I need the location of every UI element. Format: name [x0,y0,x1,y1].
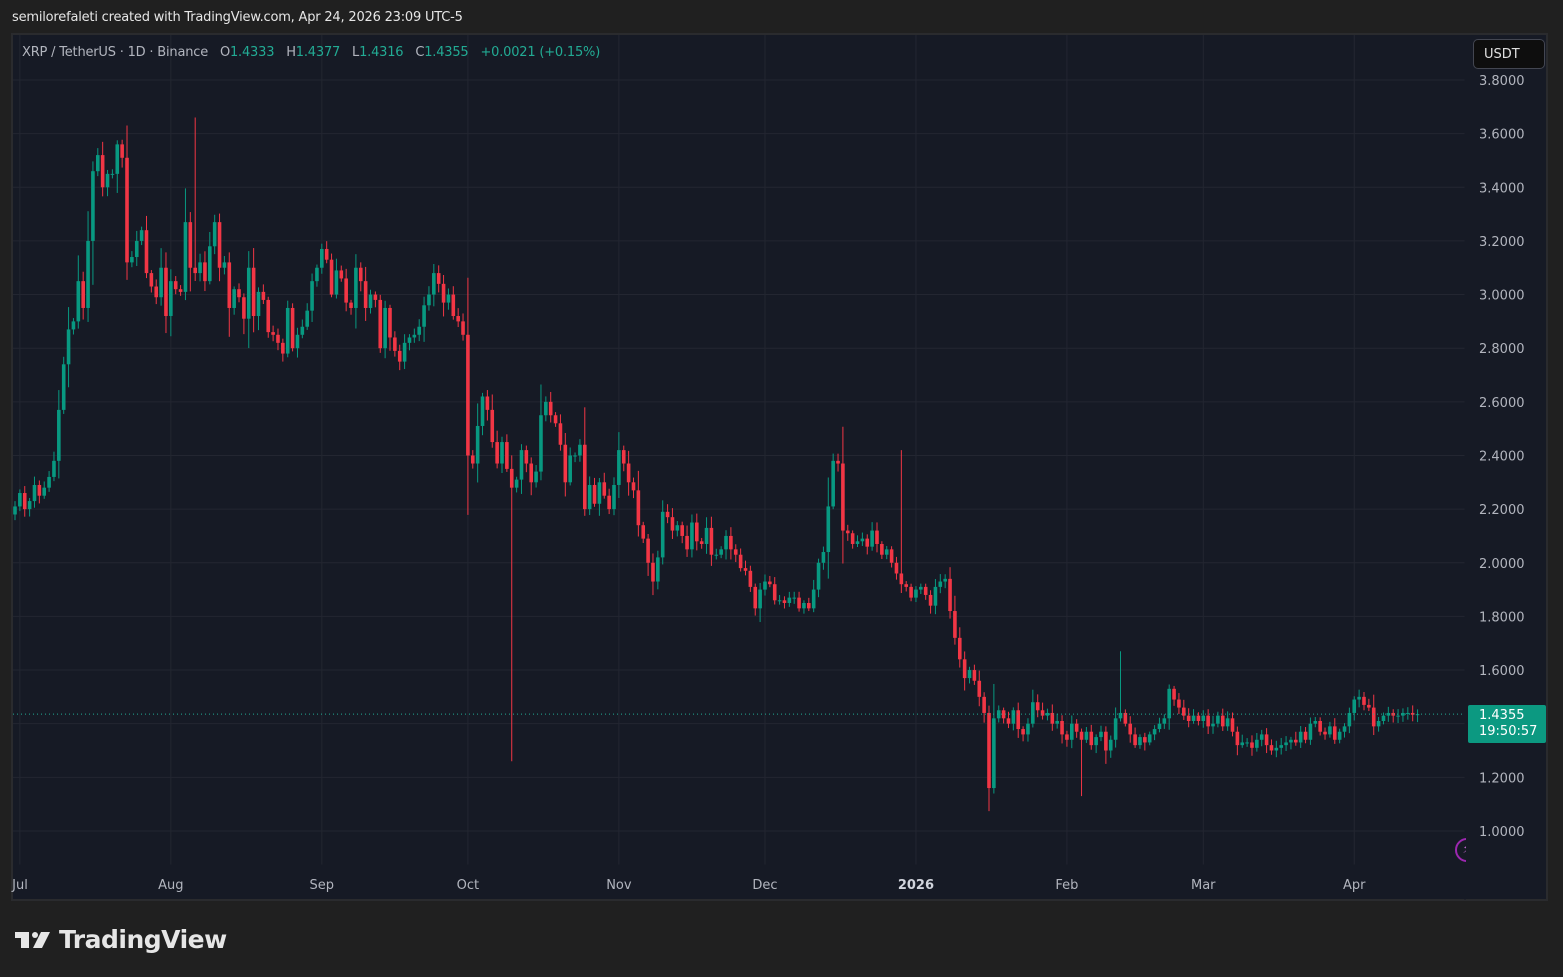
y-tick-label: 2.8000 [1479,342,1525,357]
high-key: H [286,45,296,60]
y-tick-label: 3.8000 [1479,74,1525,89]
open-value: 1.4333 [229,45,275,60]
brand-name: TradingView [59,925,227,954]
y-tick-label: 2.4000 [1479,449,1525,464]
x-tick-label: Oct [457,878,479,893]
tradingview-logo[interactable]: TradingView [15,925,227,954]
y-tick-label: 1.8000 [1479,610,1525,625]
y-tick-label: 3.4000 [1479,181,1525,196]
y-tick-label: 2.2000 [1479,503,1525,518]
x-tick-label: Aug [158,878,183,893]
chart-frame[interactable] [11,33,1548,901]
x-tick-label: Feb [1055,878,1078,893]
high-value: 1.4377 [295,45,341,60]
ohlc-legend: XRP / TetherUS · 1D · Binance O1.4333 H1… [22,45,600,60]
candles [13,117,1420,812]
last-price: 1.4355 [1479,708,1525,723]
bar-countdown: 19:50:57 [1479,724,1538,739]
tv-logo-icon [15,931,50,948]
y-tick-label: 2.0000 [1479,557,1525,572]
x-tick-label: Jul [11,878,28,893]
close-key: C [415,45,425,60]
currency-button[interactable]: USDT [1473,39,1545,69]
x-tick-label: 2026 [898,878,934,893]
y-tick-label: 1.6000 [1479,664,1525,679]
lightning-icon[interactable]: ⚡ [1450,830,1466,870]
x-tick-label: Sep [310,878,335,893]
open-key: O [219,45,230,60]
low-value: 1.4316 [359,45,404,60]
low-key: L [352,45,360,60]
change-value: +0.0021 (+0.15%) [480,45,601,60]
symbol-label[interactable]: XRP / TetherUS · 1D · Binance [22,45,208,60]
x-tick-label: Dec [752,878,777,893]
last-price-tag: 1.4355 19:50:57 [1468,705,1546,743]
x-tick-label: Mar [1191,878,1216,893]
y-tick-label: 3.0000 [1479,289,1525,304]
chart-caption: semilorefaleti created with TradingView.… [12,10,463,25]
x-tick-label: Nov [606,878,632,893]
close-value: 1.4355 [424,45,469,60]
y-tick-label: 1.2000 [1479,771,1525,786]
y-tick-label: 1.0000 [1479,825,1525,840]
y-tick-label: 3.6000 [1479,128,1525,143]
y-tick-label: 2.6000 [1479,396,1525,411]
bolt-glyph-icon: ⚡ [1455,838,1466,862]
y-tick-label: 3.2000 [1479,235,1525,250]
x-tick-label: Apr [1343,878,1366,893]
